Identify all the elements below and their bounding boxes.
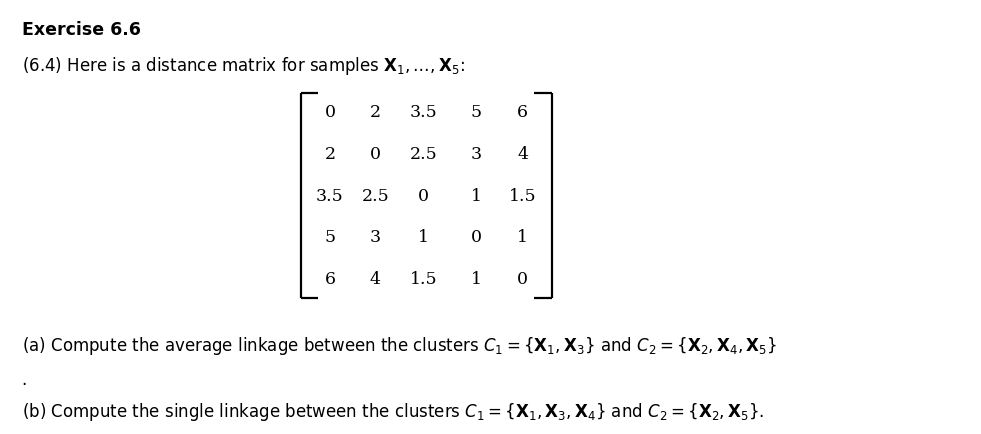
- Text: 3.5: 3.5: [316, 187, 344, 204]
- Text: 0: 0: [471, 229, 482, 246]
- Text: 1: 1: [471, 270, 482, 287]
- Text: 1: 1: [418, 229, 429, 246]
- Text: 3.5: 3.5: [410, 104, 438, 121]
- Text: Exercise 6.6: Exercise 6.6: [22, 21, 140, 39]
- Text: .: .: [22, 370, 26, 388]
- Text: 2.5: 2.5: [410, 145, 438, 162]
- Text: 5: 5: [325, 229, 336, 246]
- Text: 3: 3: [370, 229, 381, 246]
- Text: 1.5: 1.5: [509, 187, 537, 204]
- Text: 2.5: 2.5: [361, 187, 389, 204]
- Text: 6: 6: [325, 270, 336, 287]
- Text: 0: 0: [370, 145, 381, 162]
- Text: 5: 5: [471, 104, 482, 121]
- Text: (b) Compute the single linkage between the clusters $C_1 = \{\mathbf{X}_1, \math: (b) Compute the single linkage between t…: [22, 400, 764, 422]
- Text: 0: 0: [418, 187, 429, 204]
- Text: 2: 2: [325, 145, 336, 162]
- Text: 4: 4: [370, 270, 381, 287]
- Text: 6: 6: [517, 104, 529, 121]
- Text: (a) Compute the average linkage between the clusters $C_1 = \{\mathbf{X}_1, \mat: (a) Compute the average linkage between …: [22, 334, 777, 356]
- Text: 4: 4: [517, 145, 529, 162]
- Text: 2: 2: [370, 104, 381, 121]
- Text: 0: 0: [517, 270, 529, 287]
- Text: 1.5: 1.5: [410, 270, 438, 287]
- Text: 1: 1: [517, 229, 529, 246]
- Text: 1: 1: [471, 187, 482, 204]
- Text: 0: 0: [325, 104, 336, 121]
- Text: (6.4) Here is a distance matrix for samples $\mathbf{X}_1, \ldots, \mathbf{X}_5$: (6.4) Here is a distance matrix for samp…: [22, 55, 464, 77]
- Text: 3: 3: [471, 145, 482, 162]
